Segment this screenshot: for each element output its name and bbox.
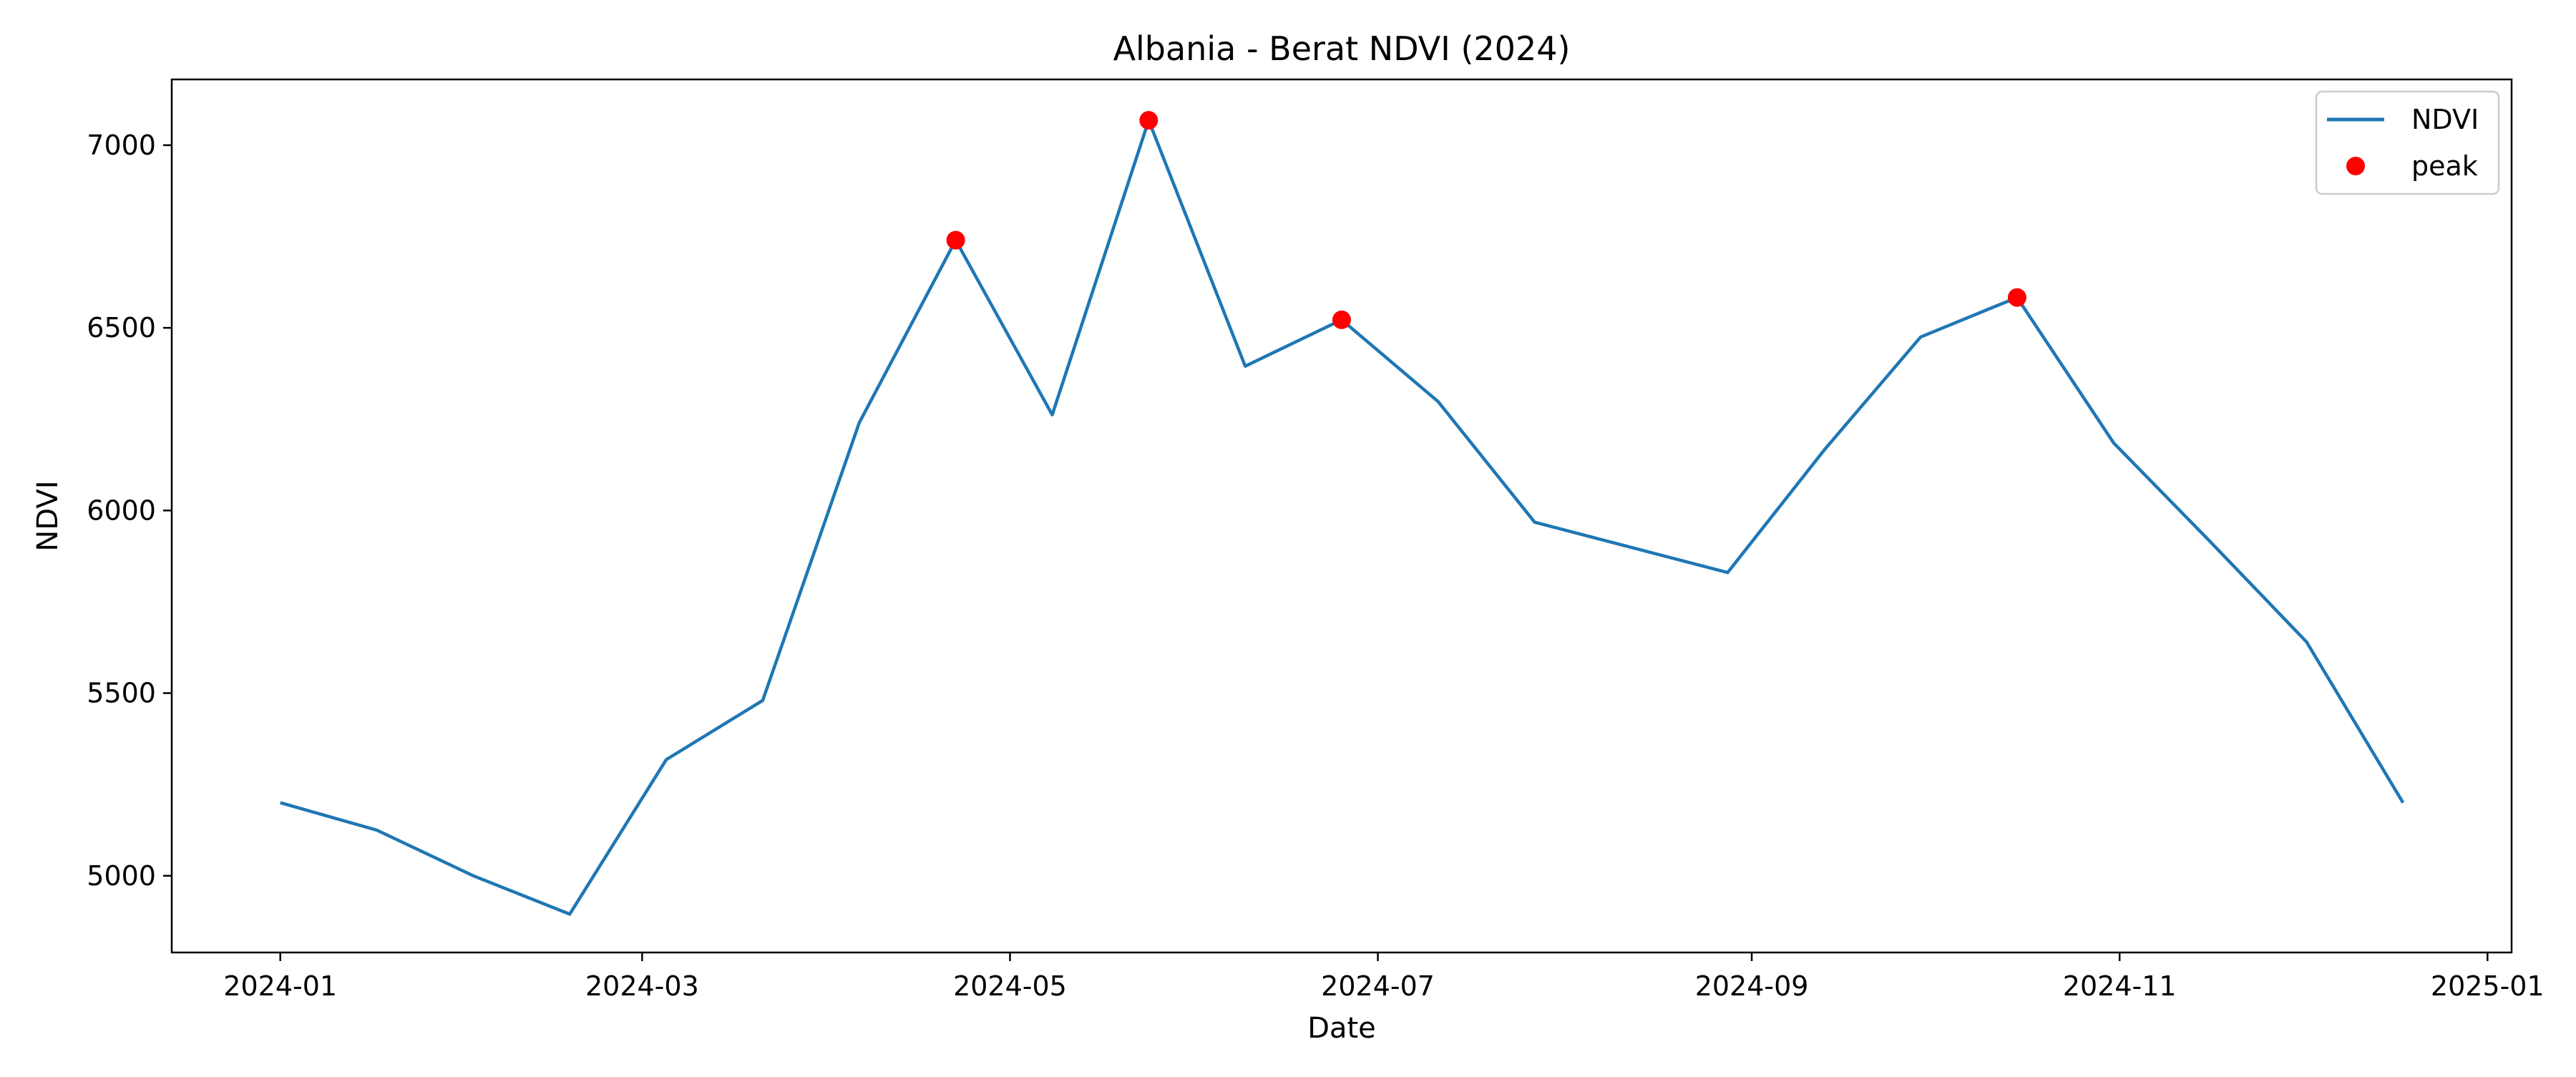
peak-marker	[946, 230, 965, 250]
axes-frame	[170, 78, 2513, 954]
ndvi-data-point	[857, 420, 862, 426]
legend-peak-swatch	[2346, 157, 2365, 175]
x-tick-label: 2024-01	[223, 970, 337, 1002]
ndvi-data-point	[470, 873, 476, 879]
peak-marker	[1332, 310, 1351, 329]
ndvi-data-point	[1918, 334, 1923, 340]
y-tick-label: 7000	[87, 130, 156, 161]
y-axis-label: NDVI	[31, 480, 64, 551]
peak-marker	[2007, 288, 2026, 307]
chart-title: Albania - Berat NDVI (2024)	[1113, 29, 1571, 68]
plot-area	[278, 111, 2406, 917]
ndvi-data-point	[1724, 570, 1730, 575]
ndvi-series-line	[280, 118, 2405, 916]
x-tick-label: 2024-11	[2063, 970, 2177, 1002]
ndvi-data-point	[2207, 539, 2213, 545]
x-tick-label: 2024-05	[953, 970, 1067, 1002]
ndvi-data-point	[1049, 412, 1055, 418]
y-tick-label: 5500	[87, 678, 156, 709]
x-tick-label: 2024-09	[1695, 970, 1809, 1002]
ndvi-data-point	[567, 911, 572, 917]
x-axis: 2024-01 2024-03 2024-05 2024-07 2024-09 2024-…	[223, 952, 2545, 1002]
y-tick-label: 6500	[87, 312, 156, 343]
ndvi-data-point	[278, 800, 283, 806]
y-tick-label: 5000	[87, 860, 156, 892]
x-tick-label: 2024-03	[585, 970, 699, 1002]
ndvi-data-point	[663, 756, 669, 762]
legend-ndvi-label: NDVI	[2411, 104, 2479, 135]
ndvi-data-point	[2303, 639, 2309, 645]
y-tick-label: 6000	[87, 494, 156, 526]
ndvi-data-point	[1821, 447, 1827, 453]
ndvi-data-point	[1435, 399, 1441, 404]
ndvi-data-point	[2400, 800, 2406, 806]
legend: NDVI peak	[2315, 90, 2500, 195]
x-axis-label: Date	[1307, 1012, 1376, 1045]
ndvi-data-point	[760, 698, 766, 703]
ndvi-data-point	[1242, 364, 1248, 369]
x-tick-label: 2024-07	[1321, 970, 1435, 1002]
ndvi-data-point	[2111, 440, 2117, 446]
x-tick-label: 2025-01	[2431, 970, 2545, 1002]
peak-marker	[1139, 111, 1158, 130]
legend-peak-label: peak	[2411, 150, 2478, 182]
y-axis: 5000 5500 6000 6500 7000	[87, 130, 172, 892]
ndvi-data-point	[1532, 520, 1538, 525]
ndvi-data-point	[374, 827, 380, 833]
